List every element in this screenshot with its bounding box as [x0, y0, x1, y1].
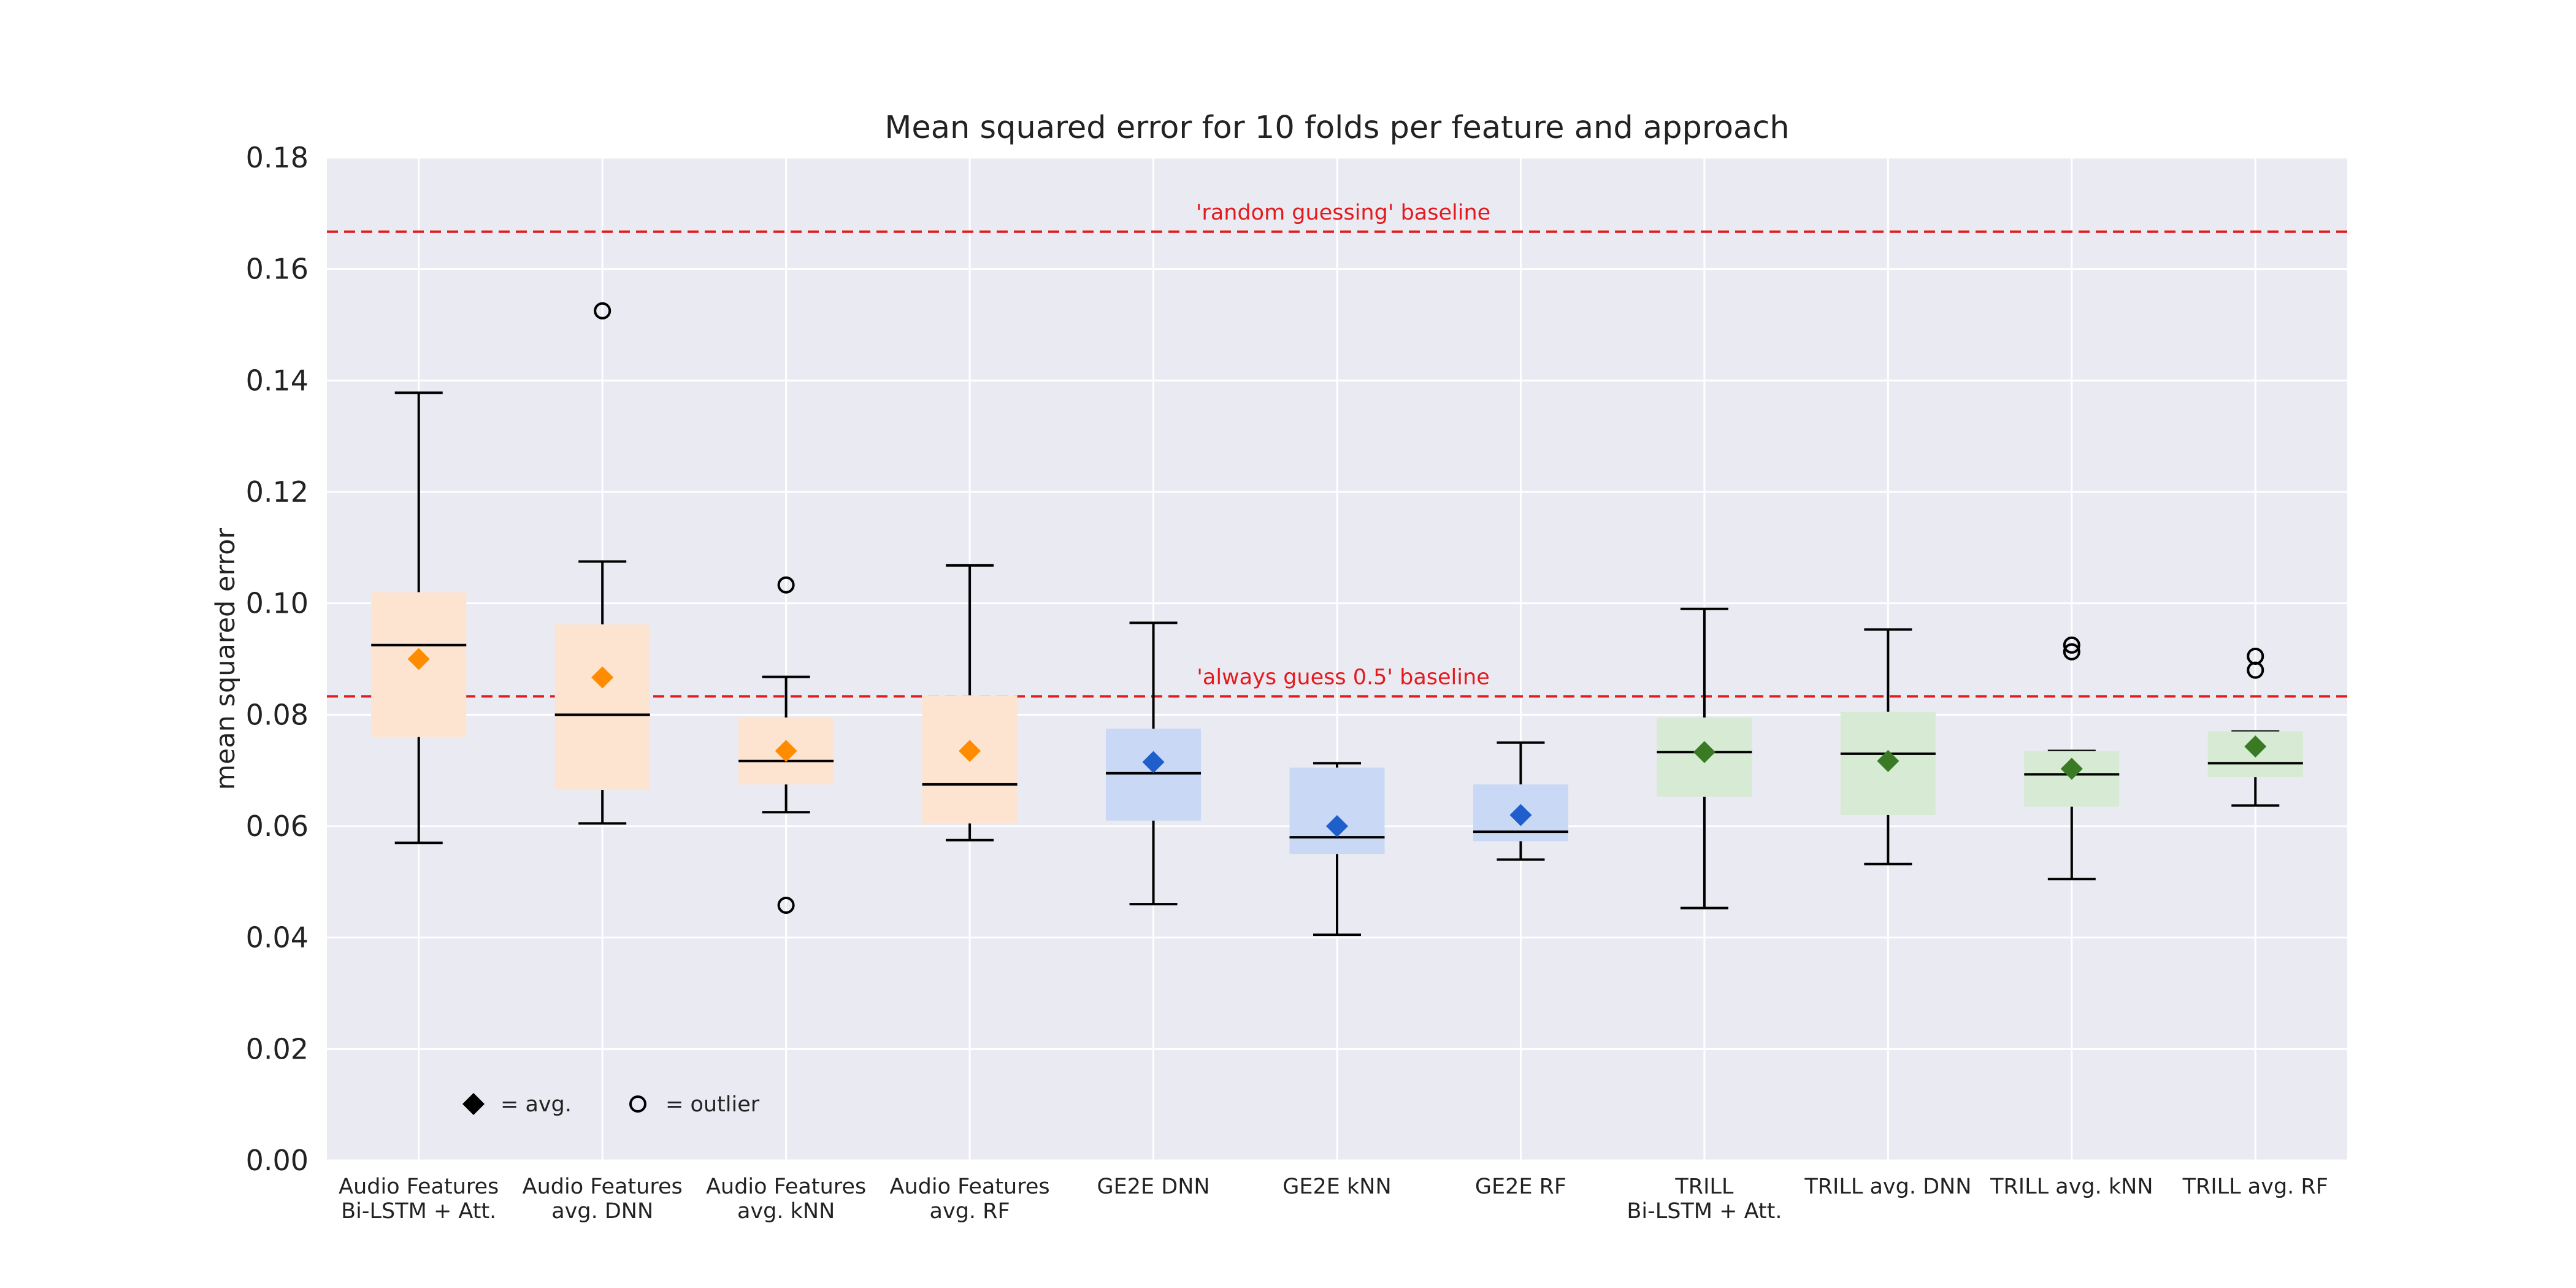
y-tick-label: 0.16 — [246, 253, 309, 286]
y-tick-label: 0.00 — [246, 1144, 309, 1177]
x-tick-label: GE2E kNN — [1282, 1175, 1391, 1199]
y-tick-label: 0.06 — [246, 810, 309, 843]
mean-marker — [2060, 757, 2083, 780]
box-9 — [2024, 636, 2120, 881]
x-tick-label: Audio Features — [339, 1175, 499, 1199]
x-tick-label: TRILL avg. RF — [2182, 1175, 2328, 1199]
legend-outlier-circle-icon — [629, 1095, 646, 1113]
y-axis-label: mean squared error — [210, 528, 241, 790]
x-tick-label: Bi-LSTM + Att. — [1627, 1199, 1782, 1224]
y-tick-label: 0.08 — [246, 698, 309, 731]
x-tick-label: TRILL avg. kNN — [1990, 1175, 2153, 1199]
x-tick-label: Audio Features — [890, 1175, 1050, 1199]
outlier-point — [777, 576, 795, 594]
mean-marker — [959, 740, 981, 762]
mean-marker — [775, 740, 797, 762]
x-tick-label: avg. kNN — [737, 1199, 835, 1224]
iqr-box — [554, 624, 650, 790]
outlier-point — [2063, 643, 2080, 661]
boxes — [371, 302, 2303, 937]
mean-marker — [1326, 815, 1348, 837]
x-tick-label: TRILL — [1674, 1175, 1734, 1199]
mean-marker — [2244, 735, 2267, 758]
x-tick-label: Audio Features — [523, 1175, 683, 1199]
legend: = avg. = outlier — [462, 1092, 760, 1117]
y-tick-label: 0.10 — [246, 587, 309, 620]
box-8 — [1840, 628, 1936, 865]
y-tick-label: 0.02 — [246, 1032, 309, 1065]
box-4 — [1106, 621, 1202, 906]
box-0 — [371, 391, 467, 845]
x-tick-label: TRILL avg. DNN — [1804, 1175, 1971, 1199]
mean-marker — [407, 648, 430, 670]
baseline-label: 'always guess 0.5' baseline — [1197, 665, 1489, 689]
y-tick-label: 0.04 — [246, 921, 309, 954]
mean-marker — [1877, 749, 1899, 772]
box-3 — [922, 564, 1018, 841]
mean-marker — [591, 666, 614, 689]
x-tick-label: avg. RF — [930, 1199, 1010, 1224]
box-2 — [738, 576, 834, 914]
x-tick-label: Audio Features — [706, 1175, 866, 1199]
outlier-point — [594, 302, 611, 320]
legend-avg-diamond-icon — [462, 1093, 485, 1115]
y-tick-label: 0.12 — [246, 475, 309, 508]
mean-marker — [1142, 751, 1165, 773]
mean-marker — [1509, 803, 1532, 826]
outlier-point — [2063, 636, 2080, 654]
iqr-box — [1289, 767, 1385, 854]
baselines: 'random guessing' baseline 'always guess … — [327, 201, 2347, 698]
legend-avg-label: = avg. — [500, 1092, 572, 1117]
box-6 — [1473, 741, 1568, 861]
y-axis-ticks: 0.00 0.02 0.04 0.06 0.08 0.10 0.12 0.14 0.16 0.18 — [246, 141, 309, 1177]
box-7 — [1657, 607, 1752, 910]
mean-marker — [1693, 741, 1715, 764]
x-tick-label: avg. DNN — [551, 1199, 653, 1224]
iqr-box — [1106, 729, 1202, 821]
chart-title: Mean squared error for 10 folds per feat… — [884, 110, 1789, 146]
outlier-point — [777, 896, 795, 914]
x-tick-label: GE2E DNN — [1097, 1175, 1210, 1199]
box-10 — [2207, 647, 2303, 807]
baseline-label: 'random guessing' baseline — [1196, 201, 1490, 225]
legend-outlier-label: = outlier — [665, 1092, 760, 1117]
x-tick-label: GE2E RF — [1475, 1175, 1566, 1199]
x-tick-label: Bi-LSTM + Att. — [341, 1199, 496, 1224]
box-5 — [1289, 762, 1385, 937]
y-tick-label: 0.14 — [246, 364, 309, 397]
outlier-point — [2247, 661, 2264, 679]
y-tick-label: 0.18 — [246, 141, 309, 174]
box-1 — [554, 302, 650, 825]
